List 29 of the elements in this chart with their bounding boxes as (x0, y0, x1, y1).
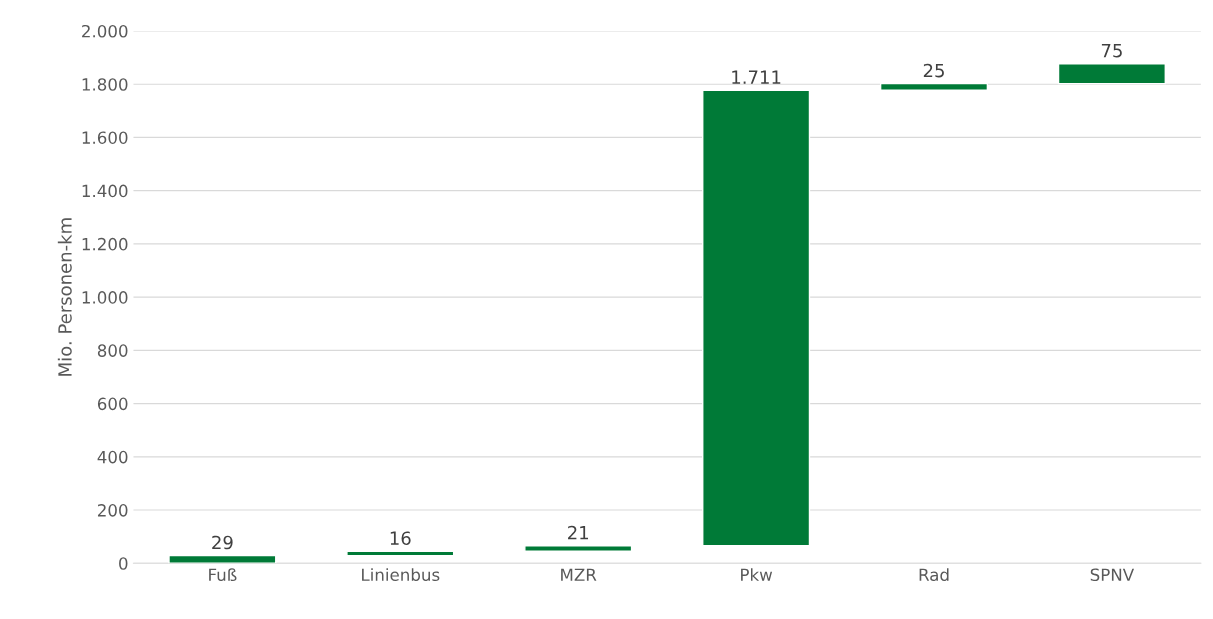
bar (524, 545, 633, 553)
y-tick-label: 1.400 (82, 184, 128, 198)
bar (168, 554, 277, 564)
y-tick-label: 400 (97, 450, 128, 464)
y-tick-label: 1.600 (82, 131, 128, 144)
y-tick-label: 200 (97, 504, 128, 517)
y-tick-label: 800 (97, 344, 128, 357)
x-tick-label: Pkw (741, 568, 773, 581)
x-tick-label: Rad (919, 568, 949, 582)
data-label: 75 (1101, 43, 1122, 58)
x-tick-label: Fuß (209, 568, 237, 582)
bar (879, 82, 989, 92)
bar (1057, 62, 1166, 85)
x-tick-label: Linienbus (362, 568, 440, 582)
y-tick-label: 2.000 (82, 24, 128, 38)
data-label: 1.711 (732, 70, 781, 84)
y-axis-title: Mio. Personen-km (57, 218, 72, 376)
x-tick-label: MZR (561, 568, 597, 581)
y-tick-label: 1.000 (82, 291, 128, 304)
data-label: 25 (923, 63, 944, 78)
y-tick-label: 1.200 (82, 237, 128, 251)
data-label: 21 (568, 525, 589, 540)
y-tick-label: 600 (97, 397, 128, 411)
x-tick-label: SPNV (1090, 568, 1135, 582)
bar (702, 89, 811, 547)
y-tick-label: 0 (119, 557, 128, 570)
data-label: 16 (390, 531, 411, 546)
y-tick-label: 1.800 (82, 78, 128, 91)
data-label: 29 (212, 535, 233, 550)
